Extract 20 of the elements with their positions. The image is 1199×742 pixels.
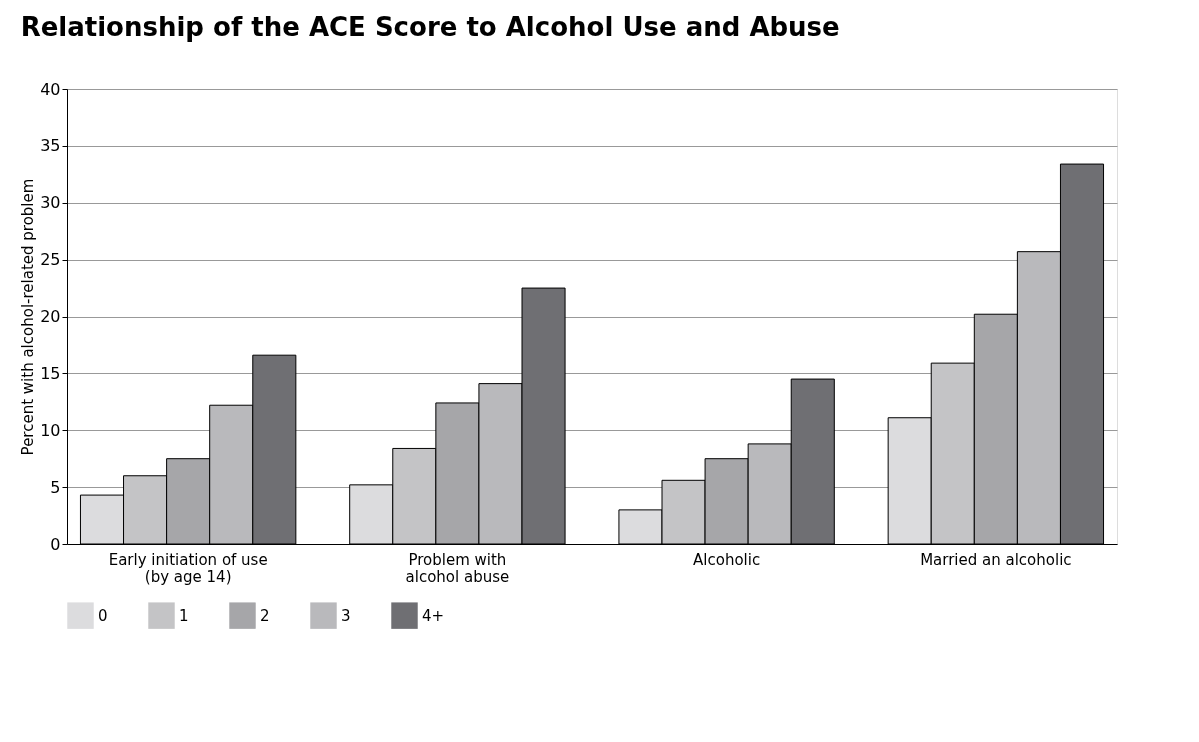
y-tick-label: 15 (40, 363, 61, 383)
y-axis-title: Percent with alcohol-related problem (19, 178, 38, 456)
y-tick-label: 5 (50, 477, 61, 497)
y-tick-label: 0 (50, 534, 61, 554)
x-tick-label: Married an alcoholic (920, 550, 1072, 569)
legend-label: 3 (341, 606, 351, 625)
y-tick-label: 35 (40, 136, 61, 156)
y-tick-label: 10 (40, 420, 61, 440)
legend-label: 4+ (422, 606, 445, 625)
x-tick-label: Alcoholic (693, 550, 761, 569)
x-tick-label: Problem with alcohol abuse (405, 550, 510, 586)
y-tick-label: 20 (40, 307, 61, 326)
legend-label: 1 (179, 606, 189, 625)
y-tick-label: 40 (40, 79, 61, 99)
legend-label: 0 (98, 606, 108, 625)
y-tick-label: 25 (40, 250, 61, 270)
x-tick-label: Early initiation of use (by age 14) (108, 550, 268, 586)
chart-title: Relationship of the ACE Score to Alcohol Use and Abuse (20, 12, 840, 42)
y-tick-label: 30 (40, 193, 61, 213)
legend-label: 2 (260, 606, 270, 625)
